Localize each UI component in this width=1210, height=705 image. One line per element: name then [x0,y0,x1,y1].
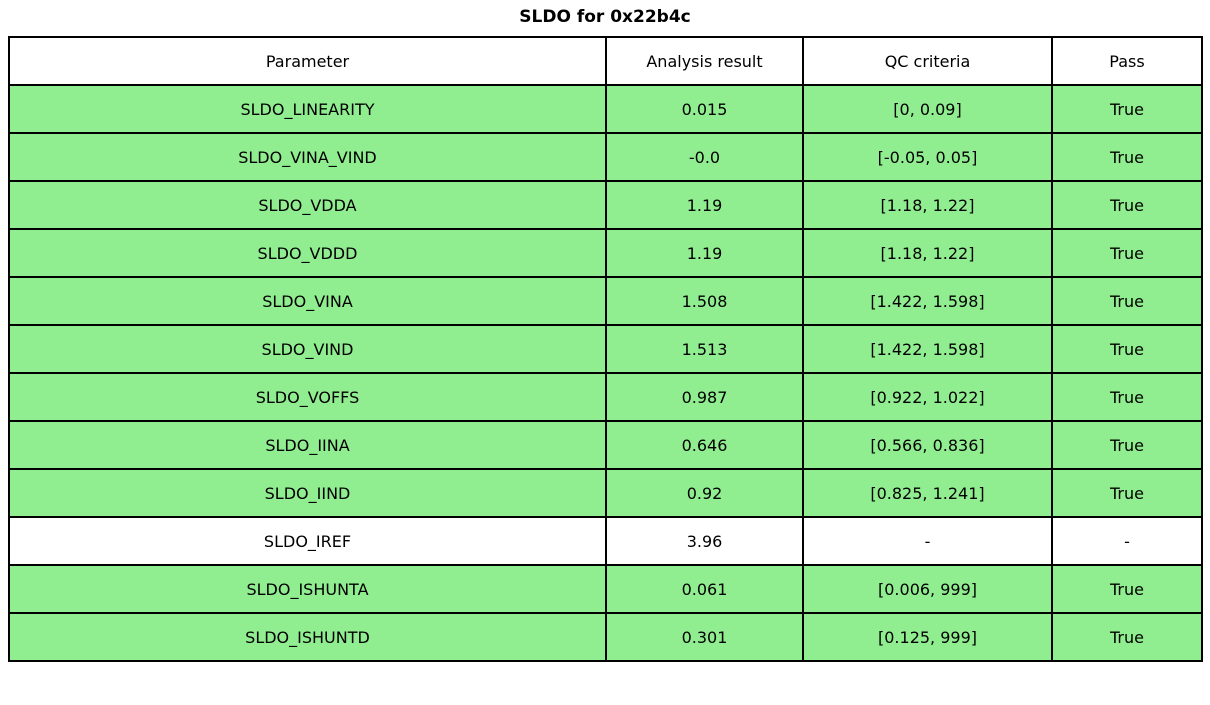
cell-pass: True [1051,564,1203,614]
cell-analysis-result: 1.19 [605,228,804,278]
cell-qc-criteria: [0.125, 999] [802,612,1053,662]
qc-results-table: Parameter Analysis result QC criteria Pa… [8,36,1203,662]
cell-analysis-result: 1.508 [605,276,804,326]
cell-pass: True [1051,468,1203,518]
cell-analysis-result: 0.92 [605,468,804,518]
cell-pass: - [1051,516,1203,566]
cell-qc-criteria: - [802,516,1053,566]
table-row: SLDO_IIND 0.92 [0.825, 1.241] True [8,468,1203,518]
cell-qc-criteria: [0.825, 1.241] [802,468,1053,518]
cell-qc-criteria: [0, 0.09] [802,84,1053,134]
table-row: SLDO_VINA_VIND -0.0 [-0.05, 0.05] True [8,132,1203,182]
cell-parameter: SLDO_ISHUNTA [8,564,607,614]
table-row: SLDO_VIND 1.513 [1.422, 1.598] True [8,324,1203,374]
cell-parameter: SLDO_VDDA [8,180,607,230]
table-row: SLDO_VOFFS 0.987 [0.922, 1.022] True [8,372,1203,422]
table-row: SLDO_IINA 0.646 [0.566, 0.836] True [8,420,1203,470]
cell-analysis-result: 1.19 [605,180,804,230]
cell-parameter: SLDO_VINA [8,276,607,326]
cell-pass: True [1051,228,1203,278]
cell-analysis-result: 0.987 [605,372,804,422]
cell-parameter: SLDO_VINA_VIND [8,132,607,182]
column-header-analysis-result: Analysis result [605,36,804,86]
cell-pass: True [1051,324,1203,374]
cell-qc-criteria: [1.422, 1.598] [802,276,1053,326]
cell-parameter: SLDO_VIND [8,324,607,374]
table-row: SLDO_ISHUNTD 0.301 [0.125, 999] True [8,612,1203,662]
cell-analysis-result: 3.96 [605,516,804,566]
table-row: SLDO_ISHUNTA 0.061 [0.006, 999] True [8,564,1203,614]
column-header-pass: Pass [1051,36,1203,86]
table-row: SLDO_VDDD 1.19 [1.18, 1.22] True [8,228,1203,278]
cell-analysis-result: 0.301 [605,612,804,662]
header-row: Parameter Analysis result QC criteria Pa… [8,36,1203,86]
page-title: SLDO for 0x22b4c [519,7,691,27]
cell-analysis-result: 0.646 [605,420,804,470]
cell-parameter: SLDO_IREF [8,516,607,566]
table-body: SLDO_LINEARITY 0.015 [0, 0.09] True SLDO… [8,84,1203,662]
cell-parameter: SLDO_VDDD [8,228,607,278]
cell-pass: True [1051,276,1203,326]
cell-pass: True [1051,132,1203,182]
table-header: Parameter Analysis result QC criteria Pa… [8,36,1203,86]
table-row: SLDO_VDDA 1.19 [1.18, 1.22] True [8,180,1203,230]
cell-parameter: SLDO_ISHUNTD [8,612,607,662]
cell-analysis-result: 0.015 [605,84,804,134]
cell-pass: True [1051,84,1203,134]
table-row: SLDO_VINA 1.508 [1.422, 1.598] True [8,276,1203,326]
cell-analysis-result: 1.513 [605,324,804,374]
cell-pass: True [1051,420,1203,470]
cell-qc-criteria: [-0.05, 0.05] [802,132,1053,182]
cell-pass: True [1051,372,1203,422]
cell-pass: True [1051,612,1203,662]
cell-qc-criteria: [1.18, 1.22] [802,228,1053,278]
cell-analysis-result: 0.061 [605,564,804,614]
cell-parameter: SLDO_IIND [8,468,607,518]
cell-qc-criteria: [0.006, 999] [802,564,1053,614]
column-header-parameter: Parameter [8,36,607,86]
cell-qc-criteria: [1.422, 1.598] [802,324,1053,374]
cell-pass: True [1051,180,1203,230]
cell-qc-criteria: [0.566, 0.836] [802,420,1053,470]
cell-qc-criteria: [1.18, 1.22] [802,180,1053,230]
cell-parameter: SLDO_IINA [8,420,607,470]
cell-analysis-result: -0.0 [605,132,804,182]
table-row: SLDO_LINEARITY 0.015 [0, 0.09] True [8,84,1203,134]
cell-qc-criteria: [0.922, 1.022] [802,372,1053,422]
cell-parameter: SLDO_LINEARITY [8,84,607,134]
table-row: SLDO_IREF 3.96 - - [8,516,1203,566]
cell-parameter: SLDO_VOFFS [8,372,607,422]
column-header-qc-criteria: QC criteria [802,36,1053,86]
